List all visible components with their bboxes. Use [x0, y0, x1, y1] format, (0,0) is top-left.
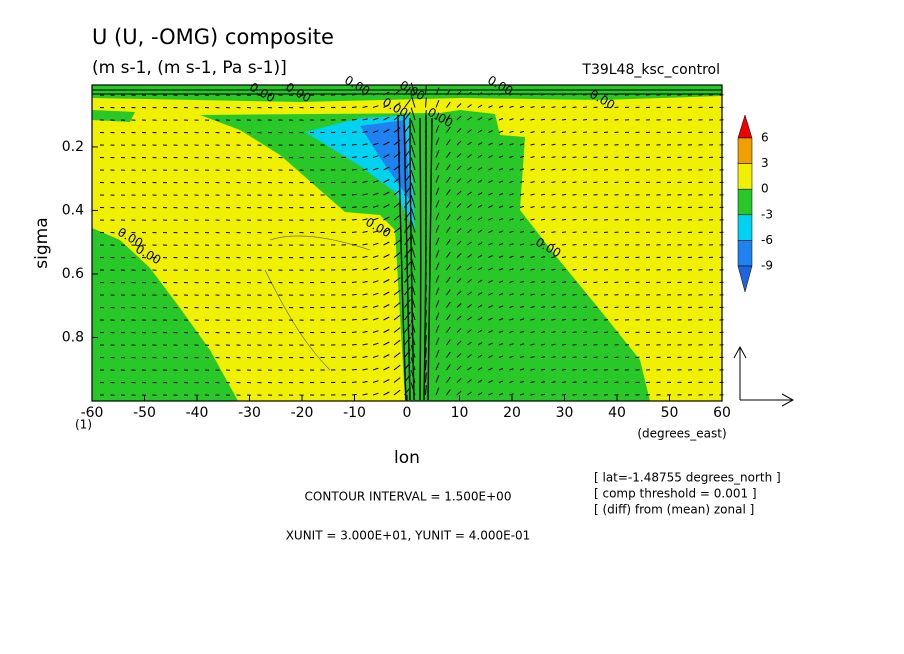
x-tick-label: 10 — [451, 405, 469, 421]
colorbar-segment — [737, 240, 753, 267]
info-line: [ (diff) from (mean) zonal ] — [594, 503, 754, 517]
colorbar-label: 0 — [761, 182, 769, 196]
colorbar-segment — [737, 163, 753, 190]
x-tick-label: 20 — [503, 405, 521, 421]
colorbar-segment — [737, 214, 753, 241]
y-bottom-label: (1) — [75, 418, 92, 432]
y-tick-label: 0.6 — [62, 266, 84, 282]
y-tick-label: 0.4 — [62, 202, 84, 218]
colorbar-segment — [737, 137, 753, 164]
colorbar-label: -6 — [761, 233, 773, 247]
colorbar-cap — [737, 114, 753, 139]
info-line: [ comp threshold = 0.001 ] — [594, 487, 757, 501]
info-line: [ lat=-1.48755 degrees_north ] — [594, 471, 781, 485]
x-tick-label: 0 — [403, 405, 412, 421]
colorbar-segment — [737, 188, 753, 216]
x-tick-label: -40 — [186, 405, 209, 421]
wind-vectors — [99, 82, 724, 396]
y-axis-label: sigma — [32, 217, 52, 268]
x-tick-label: 40 — [608, 405, 626, 421]
x-axis-label: lon — [394, 448, 420, 468]
contour-interval: CONTOUR INTERVAL = 1.500E+00 — [305, 490, 512, 504]
y-tick-label: 0.8 — [62, 329, 84, 345]
y-tick-label: 0.2 — [62, 139, 84, 155]
colorbar-label: -3 — [761, 207, 773, 221]
chart-title: U (U, -OMG) composite — [92, 25, 334, 49]
colorbar-label: -9 — [761, 259, 773, 273]
x-tick-label: -10 — [343, 405, 366, 421]
x-tick-label: 30 — [556, 405, 574, 421]
x-tick-label: -60 — [81, 405, 104, 421]
x-tick-label: 50 — [661, 405, 679, 421]
x-tick-label: -30 — [238, 405, 261, 421]
x-tick-label: -20 — [291, 405, 314, 421]
vector-arrows — [99, 82, 724, 396]
colorbar-label: 6 — [761, 131, 769, 145]
colorbar-cap — [737, 265, 753, 293]
x-tick-label: 60 — [713, 405, 731, 421]
chart-subtitle: (m s-1, (m s-1, Pa s-1)] — [92, 58, 287, 78]
run-label: T39L48_ksc_control — [581, 62, 720, 78]
unit-note: XUNIT = 3.000E+01, YUNIT = 4.000E-01 — [286, 529, 531, 543]
reference-vector — [733, 345, 795, 407]
x-tick-label: -50 — [133, 405, 156, 421]
x-unit-label: (degrees_east) — [637, 427, 726, 441]
colorbar-label: 3 — [761, 156, 769, 170]
